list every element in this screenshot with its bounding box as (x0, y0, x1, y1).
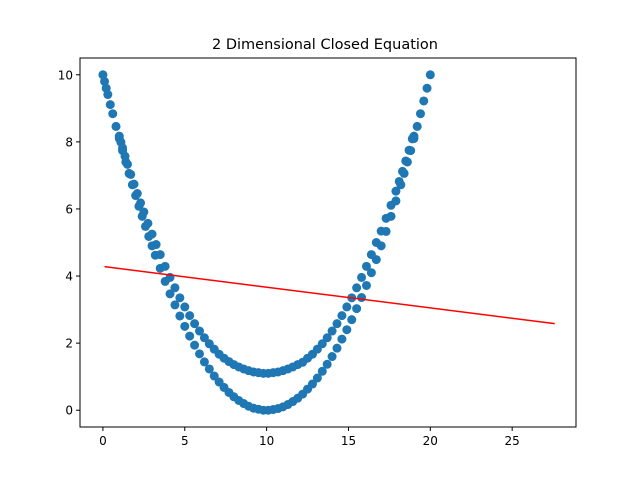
scatter-point (185, 331, 195, 341)
scatter-point (120, 151, 130, 161)
x-axis: 0 5 10 15 20 25 (99, 427, 520, 448)
scatter-point (361, 280, 371, 290)
scatter-point (105, 100, 115, 110)
x-tick-label: 0 (99, 434, 107, 448)
scatter-point (412, 121, 422, 131)
y-tick-label: 0 (65, 404, 73, 418)
scatter-point (357, 272, 367, 282)
scatter-point (122, 159, 132, 169)
x-tick-label: 20 (423, 434, 438, 448)
scatter-point (175, 293, 185, 303)
scatter-point (190, 319, 200, 329)
scatter-point (409, 131, 419, 141)
scatter-point (190, 340, 200, 350)
scatter-point (160, 261, 170, 271)
scatter-point (352, 283, 362, 293)
scatter-point (391, 186, 401, 196)
scatter-point (195, 349, 204, 359)
scatter-point (139, 207, 149, 217)
scatter-point (170, 283, 180, 293)
scatter-point (312, 373, 322, 383)
scatter-point (165, 289, 175, 299)
scatter-point (337, 311, 347, 321)
scatter-point (170, 300, 180, 310)
scatter-point (199, 357, 209, 367)
scatter-point (155, 250, 165, 260)
scatter-point (327, 352, 337, 362)
scatter-point (366, 268, 376, 278)
scatter-point (394, 176, 404, 186)
scatter-point (425, 70, 435, 80)
scatter-point (195, 326, 204, 336)
scatter-point (147, 229, 157, 239)
scatter-point (126, 169, 136, 179)
y-tick-label: 8 (65, 135, 73, 149)
scatter-point (111, 121, 121, 131)
x-tick-label: 5 (181, 434, 189, 448)
scatter-point (401, 156, 411, 166)
y-tick-label: 6 (65, 202, 73, 216)
y-tick-label: 4 (65, 270, 73, 284)
scatter-point (180, 321, 190, 331)
scatter-point (98, 70, 108, 80)
scatter-point (371, 238, 381, 247)
scatter-point (415, 109, 425, 119)
scatter-point (108, 109, 118, 119)
scatter-point (342, 302, 352, 312)
scatter-point (337, 334, 347, 344)
scatter-point (307, 379, 317, 389)
x-tick-label: 10 (259, 434, 274, 448)
scatter-point (151, 240, 161, 250)
scatter-point (322, 333, 332, 343)
scatter-point (376, 226, 386, 236)
scatter-point (132, 189, 142, 199)
scatter-point (317, 339, 327, 349)
scatter-point (347, 315, 357, 325)
scatter-point (386, 200, 396, 210)
scatter-point (185, 311, 195, 321)
x-tick-label: 15 (341, 434, 356, 448)
scatter-point (322, 359, 332, 369)
chart-title: 2 Dimensional Closed Equation (212, 37, 438, 53)
scatter-point (361, 261, 371, 271)
scatter-point (175, 311, 185, 321)
scatter-point (381, 213, 391, 223)
scatter-point (204, 364, 214, 374)
scatter-point (342, 325, 352, 335)
scatter-point (100, 76, 110, 86)
regression-line (104, 265, 555, 325)
scatter-point (180, 302, 190, 312)
scatter-point (332, 343, 342, 353)
scatter-point (327, 326, 337, 336)
scatter-point (397, 166, 407, 176)
scatter-point (332, 319, 342, 329)
scatter-point (103, 90, 113, 100)
scatter-point (357, 293, 367, 303)
scatter-point (352, 304, 362, 314)
y-axis: 0 2 4 6 8 10 (58, 68, 80, 418)
scatter-point (404, 145, 414, 155)
scatter-point (209, 371, 219, 381)
scatter-point (419, 96, 429, 106)
data-layer (98, 70, 555, 415)
scatter-point (422, 83, 432, 93)
scatter-point (199, 333, 209, 343)
scatter-point (118, 143, 128, 153)
scatter-point (317, 366, 327, 376)
scatter-point (143, 218, 153, 228)
scatter-point (129, 179, 139, 189)
y-tick-label: 2 (65, 337, 73, 351)
x-tick-label: 25 (505, 434, 520, 448)
y-tick-label: 10 (58, 68, 73, 82)
scatter-point (366, 250, 376, 260)
scatter-point (136, 198, 146, 208)
